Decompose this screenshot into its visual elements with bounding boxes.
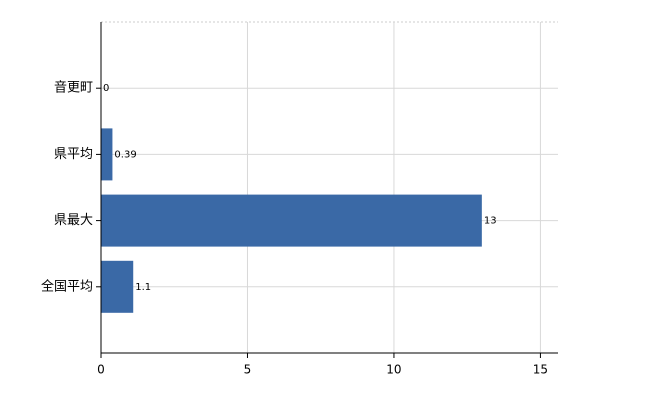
value-label: 0.39 [114, 149, 136, 160]
y-tick-label: 県平均 [54, 147, 93, 162]
x-tick-label: 15 [533, 363, 548, 377]
value-label: 1.1 [135, 282, 151, 293]
y-tick-label: 全国平均 [41, 278, 93, 294]
bar [101, 194, 482, 247]
value-label: 13 [484, 216, 497, 227]
x-tick-label: 10 [386, 363, 401, 377]
x-tick-label: 0 [97, 363, 105, 377]
bar [101, 260, 134, 313]
value-label: 0 [103, 83, 109, 94]
x-tick-label: 5 [244, 363, 252, 377]
y-tick-label: 音更町 [54, 80, 93, 96]
bar [101, 128, 113, 181]
y-tick-label: 県最大 [54, 213, 93, 228]
